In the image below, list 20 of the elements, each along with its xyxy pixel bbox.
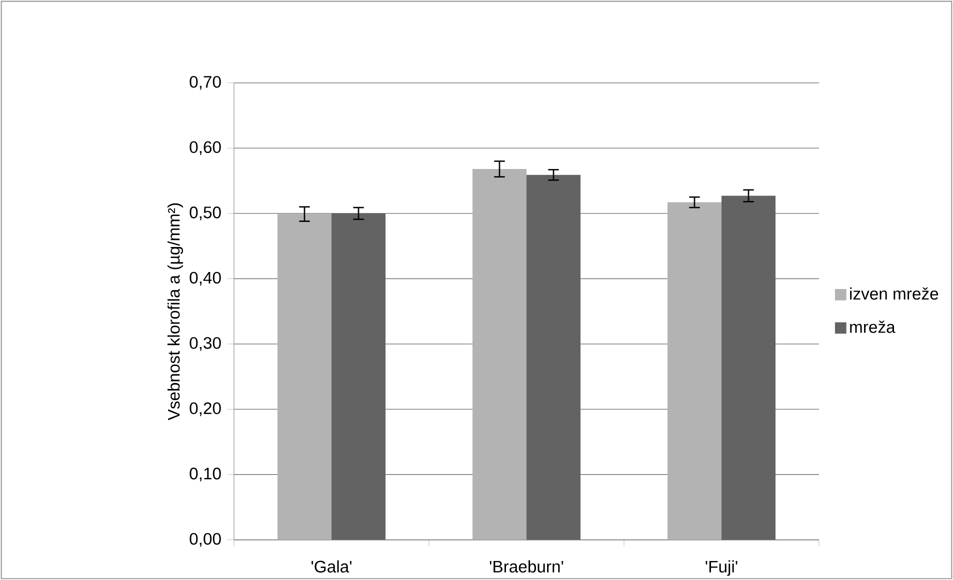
y-tick-label: 0,20 xyxy=(190,402,221,416)
y-tick-label: 0,60 xyxy=(190,141,221,156)
x-tick-label: 'Fuji' xyxy=(706,560,738,576)
y-tick-label: 0,30 xyxy=(190,337,221,351)
y-tick-label: 0,10 xyxy=(190,468,221,482)
y-tick-label: 0,50 xyxy=(190,206,221,220)
x-tick-label: 'Gala' xyxy=(312,560,352,573)
bar xyxy=(472,169,526,540)
legend-label: mreža xyxy=(850,320,896,333)
y-tick-label: 0,40 xyxy=(190,272,221,286)
y-tick-label: 0,70 xyxy=(190,76,221,90)
bar xyxy=(722,196,776,540)
bar xyxy=(277,214,332,540)
x-tick-label: 'Braeburn' xyxy=(490,560,564,573)
legend-label: izven mreže xyxy=(850,287,938,300)
bar xyxy=(332,213,386,540)
y-tick-label: 0,00 xyxy=(190,532,221,547)
y-axis-title: Vsebnost klorofila a (µg/mm²) xyxy=(167,203,184,420)
bar xyxy=(526,174,581,540)
bar xyxy=(667,202,722,540)
